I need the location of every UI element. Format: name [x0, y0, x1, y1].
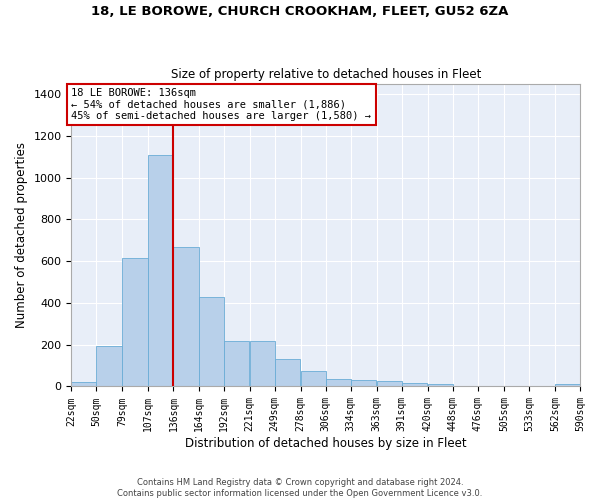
- Bar: [301, 372, 326, 386]
- Bar: [275, 360, 300, 386]
- Y-axis label: Number of detached properties: Number of detached properties: [15, 142, 28, 328]
- X-axis label: Distribution of detached houses by size in Fleet: Distribution of detached houses by size …: [185, 437, 467, 450]
- Bar: [199, 296, 224, 386]
- Bar: [224, 340, 248, 386]
- Text: 18 LE BOROWE: 136sqm
← 54% of detached houses are smaller (1,886)
45% of semi-de: 18 LE BOROWE: 136sqm ← 54% of detached h…: [71, 88, 371, 121]
- Bar: [97, 346, 122, 387]
- Bar: [428, 384, 453, 386]
- Bar: [326, 379, 351, 386]
- Bar: [377, 381, 402, 386]
- Bar: [351, 380, 376, 386]
- Title: Size of property relative to detached houses in Fleet: Size of property relative to detached ho…: [170, 68, 481, 81]
- Text: 18, LE BOROWE, CHURCH CROOKHAM, FLEET, GU52 6ZA: 18, LE BOROWE, CHURCH CROOKHAM, FLEET, G…: [91, 5, 509, 18]
- Text: Contains HM Land Registry data © Crown copyright and database right 2024.
Contai: Contains HM Land Registry data © Crown c…: [118, 478, 482, 498]
- Bar: [250, 340, 275, 386]
- Bar: [555, 384, 580, 386]
- Bar: [402, 383, 427, 386]
- Bar: [71, 382, 97, 386]
- Bar: [122, 258, 148, 386]
- Bar: [173, 246, 199, 386]
- Bar: [148, 154, 173, 386]
